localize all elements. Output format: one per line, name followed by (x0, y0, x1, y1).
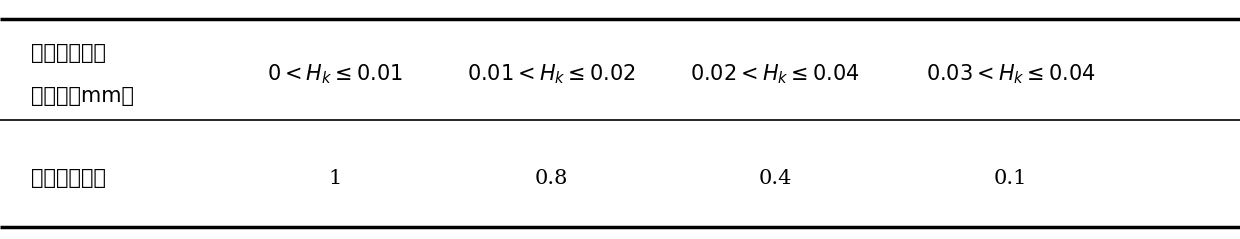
Text: 0.8: 0.8 (536, 168, 568, 188)
Text: 扣边高度控制: 扣边高度控制 (31, 43, 105, 63)
Text: $0.01 < H_k \leq 0.02$: $0.01 < H_k \leq 0.02$ (467, 62, 636, 86)
Text: （单位：mm）: （单位：mm） (31, 86, 134, 106)
Text: 0.4: 0.4 (759, 168, 791, 188)
Text: 质量等级评分: 质量等级评分 (31, 168, 105, 188)
Text: $0 < H_k \leq 0.01$: $0 < H_k \leq 0.01$ (267, 62, 403, 86)
Text: 1: 1 (329, 168, 341, 188)
Text: 0.1: 0.1 (993, 168, 1028, 188)
Text: $0.03 < H_k \leq 0.04$: $0.03 < H_k \leq 0.04$ (926, 62, 1095, 86)
Text: $0.02 < H_k \leq 0.04$: $0.02 < H_k \leq 0.04$ (691, 62, 859, 86)
